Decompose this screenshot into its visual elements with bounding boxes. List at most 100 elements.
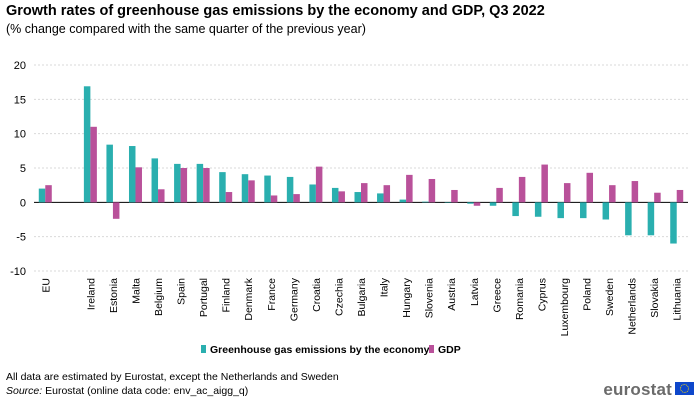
ghg-bar bbox=[83, 86, 91, 203]
gdp-bar bbox=[361, 183, 368, 203]
x-tick-label: Luxembourg bbox=[559, 278, 571, 337]
gdp-bar bbox=[383, 185, 391, 203]
ghg-bar bbox=[331, 187, 339, 203]
ghg-bar bbox=[557, 202, 564, 219]
gdp-bar bbox=[676, 189, 684, 203]
x-tick-label: Czechia bbox=[333, 278, 345, 316]
ghg-bar bbox=[128, 146, 136, 203]
gdp-bar bbox=[203, 168, 210, 203]
y-tick-label: -5 bbox=[16, 232, 26, 244]
gdp-bar bbox=[90, 126, 97, 203]
ghg-bar bbox=[106, 144, 113, 203]
gdp-bar bbox=[496, 187, 503, 203]
ghg-bar bbox=[196, 163, 204, 203]
ghg-bar bbox=[534, 202, 542, 217]
ghg-bar bbox=[512, 202, 519, 217]
gdp-bar bbox=[45, 185, 52, 203]
gdp-bar bbox=[451, 189, 458, 203]
gdp-bar bbox=[586, 172, 594, 203]
legend-label: Greenhouse gas emissions by the economy bbox=[210, 344, 430, 356]
ghg-bar bbox=[625, 202, 632, 236]
x-tick-label: EU bbox=[40, 278, 52, 293]
ghg-bar bbox=[399, 199, 407, 203]
legend-label: GDP bbox=[438, 344, 461, 356]
ghg-bar bbox=[38, 188, 46, 203]
footnote: All data are estimated by Eurostat, exce… bbox=[6, 371, 339, 383]
x-tick-label: Lithuania bbox=[672, 278, 684, 321]
ghg-bar bbox=[444, 202, 452, 203]
x-tick-label: Netherlands bbox=[627, 278, 639, 335]
x-tick-label: Italy bbox=[379, 277, 391, 297]
ghg-bar bbox=[670, 202, 677, 244]
y-tick-label: 15 bbox=[14, 94, 26, 106]
gdp-bar bbox=[293, 194, 300, 203]
gdp-bar bbox=[180, 168, 188, 203]
eu-flag-icon bbox=[675, 382, 694, 395]
gdp-bar bbox=[112, 202, 120, 219]
gdp-bar bbox=[248, 180, 255, 203]
gdp-bar bbox=[315, 166, 323, 203]
x-tick-label: Portugal bbox=[198, 278, 210, 317]
gdp-bar bbox=[473, 202, 481, 206]
chart-title: Growth rates of greenhouse gas emissions… bbox=[6, 3, 545, 19]
gdp-bar bbox=[406, 174, 413, 203]
ghg-bar bbox=[647, 202, 655, 236]
x-tick-label: Ireland bbox=[85, 278, 97, 310]
ghg-bar bbox=[151, 158, 159, 203]
gdp-bar bbox=[135, 167, 142, 203]
legend-swatch bbox=[429, 345, 434, 353]
x-tick-label: Poland bbox=[582, 278, 594, 311]
legend-swatch bbox=[201, 345, 206, 353]
ghg-bar bbox=[580, 202, 587, 219]
ghg-bar bbox=[219, 172, 226, 203]
ghg-bar bbox=[264, 175, 271, 203]
ghg-bar bbox=[354, 192, 361, 203]
x-tick-label: Denmark bbox=[243, 277, 255, 320]
y-tick-label: 5 bbox=[20, 163, 26, 175]
x-tick-label: Spain bbox=[176, 278, 188, 305]
source-line: Source: Eurostat (online data code: env_… bbox=[6, 385, 248, 397]
ghg-bar bbox=[422, 201, 429, 203]
x-tick-label: Slovenia bbox=[424, 278, 436, 318]
y-tick-label: -10 bbox=[10, 266, 26, 278]
y-tick-label: 10 bbox=[14, 129, 26, 141]
gdp-bar bbox=[654, 192, 661, 203]
ghg-bar bbox=[174, 163, 181, 203]
x-tick-label: Sweden bbox=[604, 278, 616, 316]
x-tick-label: Germany bbox=[288, 277, 300, 321]
ghg-bar bbox=[602, 202, 610, 220]
ghg-bar bbox=[241, 174, 249, 203]
gdp-bar bbox=[563, 183, 571, 203]
eurostat-logo: eurostat bbox=[603, 380, 672, 399]
chart-subtitle: (% change compared with the same quarter… bbox=[6, 22, 366, 36]
x-tick-label: Greece bbox=[491, 278, 503, 313]
x-tick-label: France bbox=[266, 278, 278, 311]
x-tick-label: Croatia bbox=[311, 278, 323, 312]
x-tick-label: Latvia bbox=[469, 278, 481, 306]
y-tick-label: 20 bbox=[14, 60, 26, 72]
x-tick-label: Romania bbox=[514, 278, 526, 320]
x-tick-label: Finland bbox=[221, 278, 233, 313]
source-text: Eurostat (online data code: env_ac_aigg_… bbox=[42, 385, 249, 397]
ghg-bar bbox=[467, 202, 474, 204]
gdp-bar bbox=[518, 176, 526, 203]
gdp-bar bbox=[631, 181, 639, 203]
y-tick-label: 0 bbox=[20, 197, 26, 209]
x-tick-label: Hungary bbox=[401, 277, 413, 317]
gdp-bar bbox=[609, 185, 616, 203]
ghg-bar bbox=[489, 202, 497, 206]
x-tick-label: Cyprus bbox=[536, 278, 548, 311]
x-tick-label: Slovakia bbox=[649, 278, 661, 318]
x-tick-label: Bulgaria bbox=[356, 278, 368, 317]
gdp-bar bbox=[158, 189, 165, 203]
gdp-bar bbox=[541, 164, 548, 203]
x-tick-label: Estonia bbox=[108, 278, 120, 313]
gdp-bar bbox=[428, 178, 436, 203]
gdp-bar bbox=[225, 192, 233, 203]
x-tick-label: Malta bbox=[130, 278, 142, 304]
ghg-bar bbox=[377, 193, 384, 203]
gdp-bar bbox=[338, 191, 345, 203]
ghg-bar bbox=[286, 176, 294, 203]
x-tick-label: Belgium bbox=[153, 278, 165, 316]
